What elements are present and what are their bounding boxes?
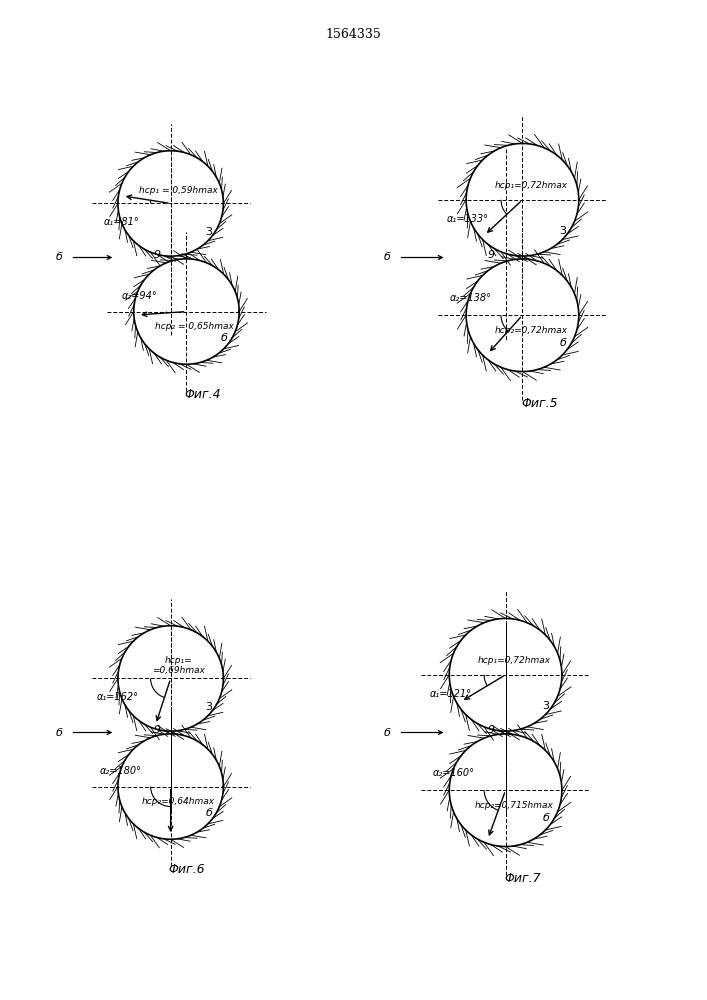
Text: б: б xyxy=(543,813,549,823)
Text: б: б xyxy=(559,338,566,348)
Text: hcp₂=0,64hmax: hcp₂=0,64hmax xyxy=(142,797,215,806)
Text: hcp₁=0,72hmax: hcp₁=0,72hmax xyxy=(477,656,551,665)
Text: hcp₂ = 0,65hmax: hcp₂ = 0,65hmax xyxy=(155,322,234,331)
Text: Φиг.5: Φиг.5 xyxy=(521,397,558,410)
Text: hcp₁=0,72hmax: hcp₁=0,72hmax xyxy=(494,181,568,190)
Text: б: б xyxy=(221,333,228,343)
Text: α₁=121°: α₁=121° xyxy=(430,689,472,699)
Text: α₁=133°: α₁=133° xyxy=(447,214,489,224)
Text: 3: 3 xyxy=(205,702,212,712)
Text: 9: 9 xyxy=(154,725,161,735)
Text: 1564335: 1564335 xyxy=(326,28,381,41)
Text: б: б xyxy=(383,252,390,262)
Text: α₁=81°: α₁=81° xyxy=(103,217,139,227)
Text: 3: 3 xyxy=(205,227,212,237)
Text: α₂=138°: α₂=138° xyxy=(450,293,491,303)
Text: 3: 3 xyxy=(542,701,549,711)
Text: hcp₁=
=0,69hmax: hcp₁= =0,69hmax xyxy=(152,656,205,675)
Text: 9: 9 xyxy=(154,250,161,260)
Text: 3: 3 xyxy=(559,226,566,236)
Text: б: б xyxy=(383,728,390,738)
Text: α₂=94°: α₂=94° xyxy=(122,291,158,301)
Text: Φиг.4: Φиг.4 xyxy=(184,388,221,401)
Text: α₁=162°: α₁=162° xyxy=(97,692,139,702)
Text: Φиг.6: Φиг.6 xyxy=(168,863,205,876)
Text: Φиг.7: Φиг.7 xyxy=(504,872,541,885)
Text: hcp₂=0,72hmax: hcp₂=0,72hmax xyxy=(494,326,568,335)
Text: α₂=180°: α₂=180° xyxy=(100,766,141,776)
Text: б: б xyxy=(205,808,212,818)
Text: б: б xyxy=(56,728,62,738)
Text: б: б xyxy=(56,252,62,262)
Text: 9: 9 xyxy=(488,725,495,735)
Text: α₂=160°: α₂=160° xyxy=(433,768,474,778)
Text: hcp₂=0,715hmax: hcp₂=0,715hmax xyxy=(474,801,554,810)
Text: hcp₁ = 0,59hmax: hcp₁ = 0,59hmax xyxy=(139,186,218,195)
Text: 9: 9 xyxy=(488,250,495,260)
